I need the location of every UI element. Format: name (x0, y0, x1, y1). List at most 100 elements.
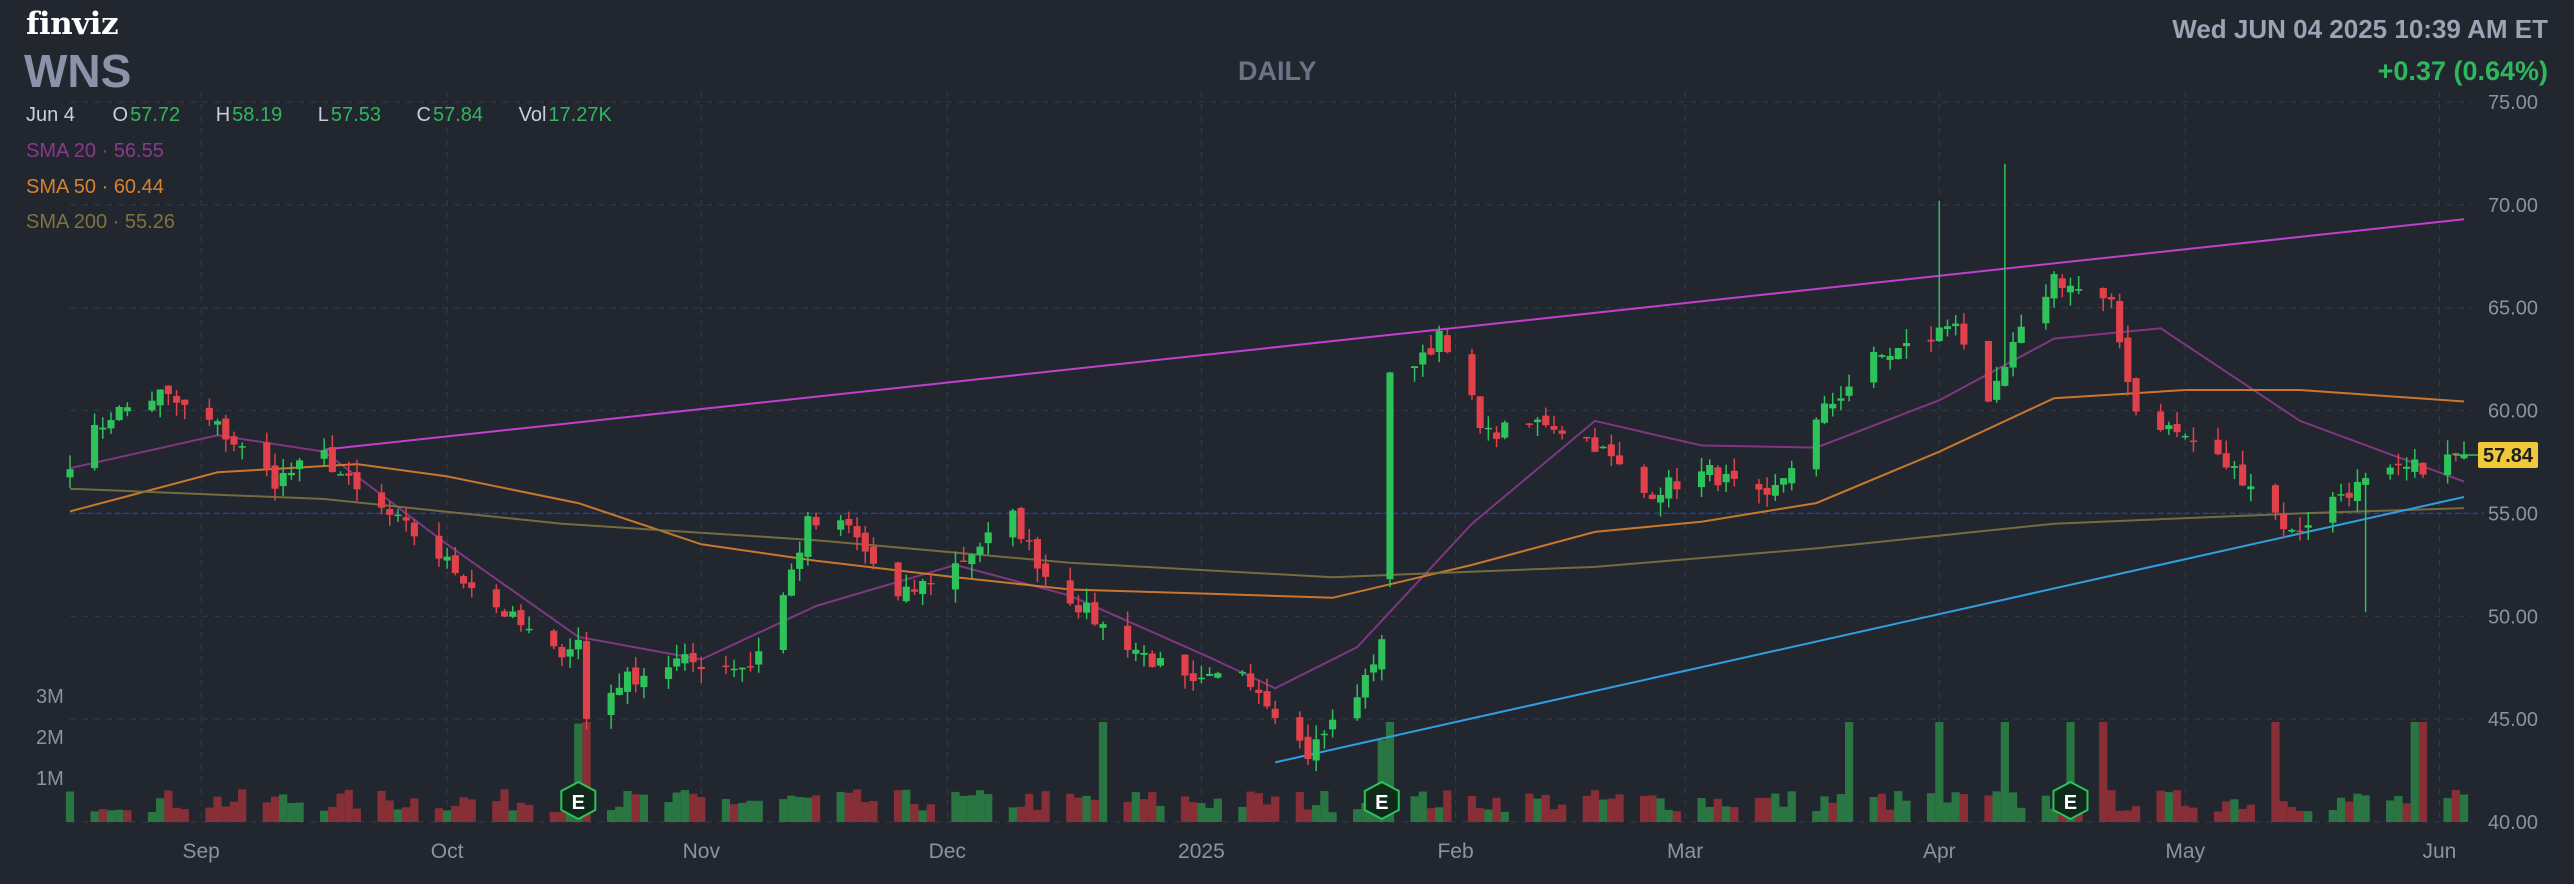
candle-body (2001, 366, 2009, 386)
volume-bar (1033, 809, 1042, 822)
candle-body (779, 595, 787, 651)
volume-bar (852, 789, 862, 822)
sma50-legend[interactable]: SMA 50 · 60.44 (26, 176, 164, 198)
candle-body (345, 473, 353, 476)
volume-bar (1156, 805, 1165, 822)
candle-body (1902, 343, 1911, 347)
volume-bar (164, 790, 173, 822)
volume-bar (2230, 799, 2239, 822)
volume-bar (1533, 798, 1542, 822)
candle-body (2165, 425, 2173, 430)
volume-bar (1418, 791, 1427, 822)
volume-bar (1599, 799, 1608, 822)
volume-bar (213, 796, 222, 822)
candle-body (1468, 354, 1476, 396)
volume-bar (754, 800, 763, 822)
volume-bar (106, 810, 116, 822)
candle-body (66, 469, 74, 478)
earnings-marker[interactable]: E (560, 780, 597, 821)
x-tick-label: Nov (683, 840, 721, 863)
sma20-legend[interactable]: SMA 20 · 56.55 (26, 140, 164, 162)
candle-body (1025, 540, 1033, 542)
volume-bar (1713, 798, 1723, 822)
volume-bar (2394, 796, 2403, 822)
y-tick-label: 55.00 (2488, 503, 2538, 525)
candle-body (91, 424, 99, 469)
volume-bar (2246, 804, 2255, 822)
volume-bar (1762, 797, 1772, 822)
volume-bar (2222, 801, 2231, 822)
candle-body (861, 532, 869, 552)
candle-body (123, 407, 131, 412)
candle-body (1435, 330, 1443, 353)
open-label: O (112, 104, 129, 126)
candle-body (1878, 355, 1886, 357)
volume-bar (1328, 812, 1337, 822)
volume-bar (123, 810, 132, 822)
volume-bar (229, 801, 239, 822)
candle-body (1952, 323, 1960, 327)
volume-bar (352, 808, 362, 822)
candle-body (2394, 463, 2402, 466)
volume-bar (2271, 722, 2280, 822)
volume-bar (393, 809, 403, 822)
candle-body (1779, 478, 1788, 485)
volume-bar (1541, 794, 1550, 822)
volume-bar (639, 794, 649, 822)
candle-body (812, 516, 820, 526)
volume-bar (2181, 805, 2190, 822)
volume-bar (2418, 722, 2428, 822)
volume-bar (328, 806, 337, 822)
volume-bar (746, 800, 755, 822)
volume-bar (1074, 797, 1083, 822)
volume-bar (951, 791, 960, 822)
candle-body (1665, 477, 1673, 499)
volume-bar (893, 790, 903, 822)
candle-body (1656, 494, 1665, 503)
volume-bar (664, 802, 673, 822)
volume-bar (508, 810, 517, 822)
candle-body (115, 407, 123, 421)
earnings-marker[interactable]: E (2052, 780, 2089, 821)
candle-body (837, 520, 845, 530)
volume-bars (65, 722, 2469, 822)
volume-bar (1254, 793, 1263, 822)
volume-bar (98, 809, 107, 822)
candle-body (2066, 285, 2075, 293)
ticker-symbol: WNS (24, 45, 132, 97)
volume-bar (2131, 806, 2141, 822)
volume-bar (836, 791, 845, 822)
candle-body (902, 586, 910, 602)
candle-body (2460, 455, 2468, 459)
candle-body (2042, 296, 2050, 324)
volume-bar (2099, 722, 2108, 822)
candle-body (1189, 673, 1197, 682)
candle-body (1156, 658, 1164, 666)
earnings-marker[interactable]: E (1363, 780, 1400, 821)
volume-bar (1295, 792, 1304, 822)
candle-body (615, 687, 623, 695)
volume-bar (844, 792, 853, 822)
candle-body (1829, 403, 1837, 409)
volume-bar (1582, 795, 1591, 822)
finviz-logo[interactable]: finviz (26, 6, 119, 42)
candle-body (2280, 513, 2288, 530)
price-change: +0.37 (0.64%) (2377, 56, 2548, 86)
volume-bar (1549, 809, 1559, 822)
volume-bar (180, 809, 189, 822)
volume-bar (1385, 722, 1395, 822)
candle-body (1755, 483, 1763, 490)
sma200-legend[interactable]: SMA 200 · 55.26 (26, 211, 175, 233)
volume-bar (90, 811, 99, 822)
volume-bar (1558, 804, 1567, 822)
candle-body (640, 675, 648, 688)
candle-body (1197, 677, 1205, 680)
earnings-letter: E (572, 792, 585, 814)
volume-bar (262, 802, 271, 822)
candle-body (2017, 326, 2025, 343)
volume-bar (680, 790, 690, 822)
volume-bar (2049, 808, 2059, 822)
candle-body (1525, 423, 1533, 425)
